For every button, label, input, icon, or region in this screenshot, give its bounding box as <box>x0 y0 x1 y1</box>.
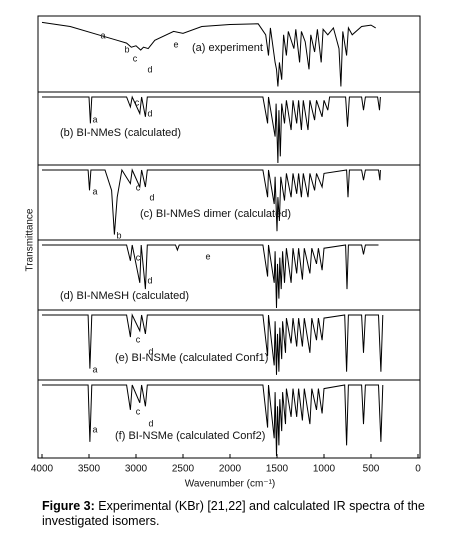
peak-annotation: a <box>92 424 97 434</box>
x-tick-label: 1000 <box>313 464 336 475</box>
peak-annotation: c <box>136 252 141 262</box>
chart: Wavenumber (cm⁻¹) Transmittance 4000 3500… <box>25 15 421 490</box>
peak-annotation: a <box>92 186 97 196</box>
x-tick-label: 1500 <box>266 464 289 475</box>
x-tick-label: 2000 <box>219 464 242 475</box>
spectrum-line <box>42 244 379 309</box>
x-tick-label: 500 <box>363 464 380 475</box>
peak-annotation: b <box>116 230 121 240</box>
peak-annotation: a <box>100 30 105 40</box>
x-tick-label: 3000 <box>125 464 148 475</box>
peak-annotation: c <box>136 334 141 344</box>
spectrum-label: (f) BI-NSMe (calculated Conf2) <box>115 430 265 442</box>
peak-annotation: c <box>136 182 141 192</box>
peak-annotation: d <box>147 64 152 74</box>
plot-frame <box>37 15 421 459</box>
peak-annotation: d <box>148 418 153 428</box>
peak-annotation: e <box>205 251 210 261</box>
spectrum-label: (c) BI-NMeS dimer (calculated) <box>140 208 291 220</box>
peak-annotation: c <box>133 53 138 63</box>
caption-label: Figure 3: <box>42 499 95 513</box>
spectrum-line <box>42 168 381 235</box>
spectrum-line <box>42 313 384 375</box>
x-tick-label: 2500 <box>172 464 195 475</box>
peak-annotation: d <box>148 346 153 356</box>
peak-annotation: b <box>124 44 129 54</box>
peak-annotation: c <box>136 406 141 416</box>
caption-text: Experimental (KBr) [21,22] and calculate… <box>42 499 425 528</box>
peak-annotation: a <box>92 364 97 374</box>
x-tick-label: 0 <box>415 464 421 475</box>
x-axis-label: Wavenumber (cm⁻¹) <box>185 479 275 490</box>
caption: Figure 3: Experimental (KBr) [21,22] and… <box>42 499 442 529</box>
spectrum-label: (e) BI-NSMe (calculated Conf1) <box>115 352 268 364</box>
peak-annotation: c <box>135 97 140 107</box>
y-axis-label: Transmittance <box>25 208 36 271</box>
peak-annotation: e <box>173 39 178 49</box>
peak-annotation: d <box>147 108 152 118</box>
peak-annotation: a <box>92 114 97 124</box>
peak-annotation: d <box>149 192 154 202</box>
spectrum-label: (a) experiment <box>192 42 263 54</box>
x-tick-label: 4000 <box>31 464 54 475</box>
spectrum-line <box>42 384 384 457</box>
spectrum-line <box>41 21 376 87</box>
peak-annotation: d <box>147 275 152 285</box>
x-tick-label: 3500 <box>78 464 101 475</box>
spectrum-label: (d) BI-NMeSH (calculated) <box>60 290 189 302</box>
spectrum-line <box>42 95 381 164</box>
spectrum-label: (b) BI-NMeS (calculated) <box>60 127 181 139</box>
